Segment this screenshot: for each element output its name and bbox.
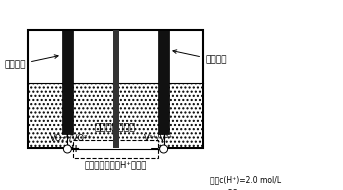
Bar: [62, 30, 73, 134]
Text: 惰性电极: 惰性电极: [4, 55, 58, 70]
Bar: [113, 30, 118, 148]
Text: VO₂⁺/VO²⁺: VO₂⁺/VO²⁺: [50, 134, 93, 142]
Bar: [29, 83, 116, 147]
Bar: [28, 30, 203, 148]
Text: 外接电源或负载: 外接电源或负载: [95, 121, 136, 131]
Text: 阴离子为SO₄²⁻: 阴离子为SO₄²⁻: [210, 188, 249, 190]
Text: V³⁺/V²⁺: V³⁺/V²⁺: [144, 134, 174, 142]
Circle shape: [159, 145, 168, 153]
Circle shape: [63, 145, 71, 153]
Bar: [73, 140, 158, 158]
Text: −: −: [150, 144, 160, 154]
Text: 惰性电极: 惰性电极: [173, 50, 226, 64]
Text: +: +: [72, 144, 80, 154]
Text: 溶液c(H⁺)=2.0 mol/L: 溶液c(H⁺)=2.0 mol/L: [210, 175, 281, 184]
Bar: [158, 30, 169, 134]
Bar: [117, 83, 202, 147]
Text: 交换膜（只允许H⁺通过）: 交换膜（只允许H⁺通过）: [84, 160, 147, 169]
